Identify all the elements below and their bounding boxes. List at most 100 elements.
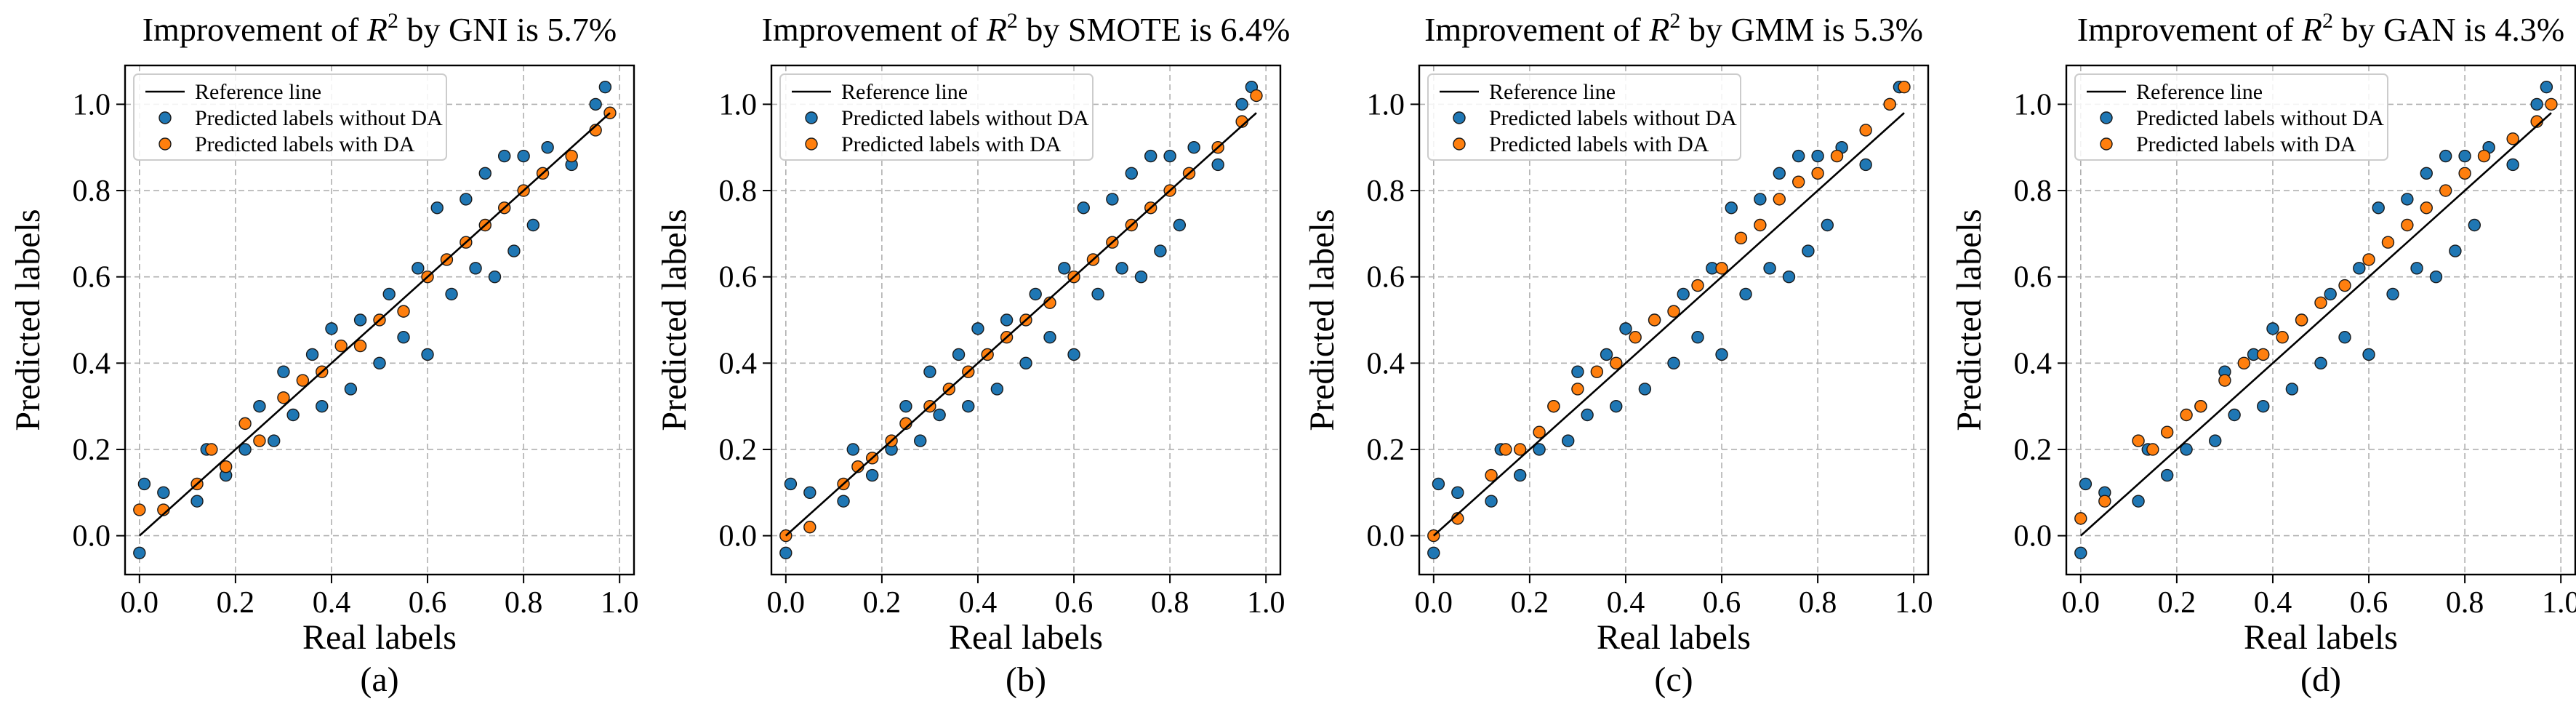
point-without-da	[2401, 193, 2414, 206]
point-with-da	[1811, 167, 1824, 180]
point-without-da	[1581, 408, 1594, 422]
point-without-da	[253, 399, 266, 413]
point-without-da	[2449, 244, 2462, 257]
y-tick-label: 0.0	[1367, 520, 1405, 553]
point-without-da	[1619, 322, 1632, 335]
point-without-da	[445, 287, 458, 301]
point-with-da	[1648, 313, 1661, 327]
point-without-da	[1125, 167, 1138, 180]
point-without-da	[1667, 356, 1680, 370]
point-without-da	[412, 262, 425, 275]
point-without-da	[1211, 158, 1224, 172]
point-with-da	[1691, 279, 1704, 292]
point-without-da	[190, 495, 204, 508]
point-with-da	[2314, 296, 2327, 309]
point-without-da	[1163, 149, 1176, 163]
point-without-da	[2353, 262, 2366, 275]
reference-line	[2079, 112, 2552, 537]
legend-without-da-label: Predicted labels without DA	[2136, 106, 2384, 130]
point-without-da	[1725, 201, 1738, 215]
point-without-da	[2439, 149, 2452, 163]
title-r-symbol: R	[2301, 11, 2322, 48]
y-tick-label: 0.2	[1367, 433, 1405, 467]
point-without-da	[1821, 218, 1834, 232]
point-without-da	[933, 408, 946, 422]
point-with-da	[2338, 279, 2351, 292]
title-prefix: Improvement of	[2077, 11, 2302, 48]
point-without-da	[517, 149, 530, 163]
point-without-da	[2420, 167, 2433, 180]
point-without-da	[2160, 468, 2174, 482]
point-without-da	[2228, 408, 2241, 422]
legend-box	[133, 73, 447, 161]
y-tick-label: 0.4	[73, 347, 111, 380]
point-without-da	[914, 434, 927, 447]
point-without-da	[2410, 262, 2423, 275]
y-axis-label: Predicted labels	[655, 209, 694, 431]
title-prefix: Improvement of	[762, 11, 987, 48]
point-without-da	[1811, 149, 1824, 163]
y-tick-label: 0.6	[73, 261, 111, 295]
point-without-da	[589, 97, 602, 111]
point-without-da	[1485, 495, 1498, 508]
point-without-da	[1432, 477, 1445, 491]
reference-line	[138, 112, 611, 537]
point-without-da	[1451, 486, 1464, 499]
y-tick-label: 0.4	[719, 347, 758, 380]
point-without-da	[1610, 399, 1623, 413]
chart-panel-1: 0.0 0.2 0.4 0.6 0.8 1.0 0.0 0.2 0.4 0.6 0.8 1.0 Real…	[9, 9, 638, 699]
chart-panel-3: 0.0 0.2 0.4 0.6 0.8 1.0 0.0 0.2 0.4 0.6 0.8 1.0 Real…	[1303, 9, 1933, 699]
point-without-da	[2429, 270, 2443, 284]
point-without-da	[1043, 331, 1056, 344]
point-with-da	[2194, 399, 2207, 413]
title-prefix: Improvement of	[1424, 11, 1649, 48]
point-with-da	[2420, 201, 2433, 215]
point-with-da	[565, 149, 578, 163]
point-with-da	[1773, 193, 1786, 206]
x-tick-label: 0.0	[1415, 586, 1453, 620]
title-superscript: 2	[1669, 9, 1680, 33]
point-without-da	[1571, 365, 1584, 378]
point-with-da	[1571, 383, 1584, 396]
point-with-da	[1715, 262, 1728, 275]
y-tick-label: 1.0	[73, 88, 111, 121]
title-superscript: 2	[388, 9, 398, 33]
point-without-da	[779, 546, 793, 560]
point-with-da	[296, 374, 310, 387]
point-without-da	[1600, 348, 1613, 361]
point-without-da	[305, 348, 319, 361]
point-with-da	[353, 339, 367, 353]
reference-line	[1432, 112, 1905, 537]
point-without-da	[1154, 244, 1167, 257]
y-tick-label: 0.4	[2014, 347, 2053, 380]
point-without-da	[382, 287, 396, 301]
point-without-da	[2458, 149, 2471, 163]
point-without-da	[598, 80, 612, 94]
title-superscript: 2	[1007, 9, 1018, 33]
point-without-da	[865, 468, 879, 482]
point-without-da	[137, 477, 151, 491]
legend-with-da-label: Predicted labels with DA	[841, 132, 1062, 156]
point-with-da	[219, 460, 233, 473]
point-without-da	[2180, 443, 2193, 456]
y-tick-label: 0.0	[73, 520, 111, 553]
y-axis-label: Predicted labels	[1303, 209, 1341, 431]
legend-without-da-swatch	[2100, 111, 2113, 124]
point-without-da	[1802, 244, 1815, 257]
point-without-da	[837, 495, 850, 508]
point-with-da	[334, 339, 348, 353]
point-without-da	[1859, 158, 1872, 172]
y-tick-label: 0.8	[719, 175, 758, 208]
point-with-da	[2132, 434, 2145, 447]
y-tick-label: 0.2	[73, 433, 111, 467]
x-tick-label: 0.4	[313, 586, 351, 620]
point-with-da	[277, 391, 290, 404]
y-tick-label: 1.0	[1367, 88, 1405, 121]
x-tick-label: 1.0	[2542, 586, 2576, 620]
x-tick-label: 0.8	[1151, 586, 1189, 620]
x-tick-label: 0.8	[1799, 586, 1837, 620]
legend-box	[2074, 73, 2388, 161]
x-tick-label: 1.0	[1895, 586, 1933, 620]
